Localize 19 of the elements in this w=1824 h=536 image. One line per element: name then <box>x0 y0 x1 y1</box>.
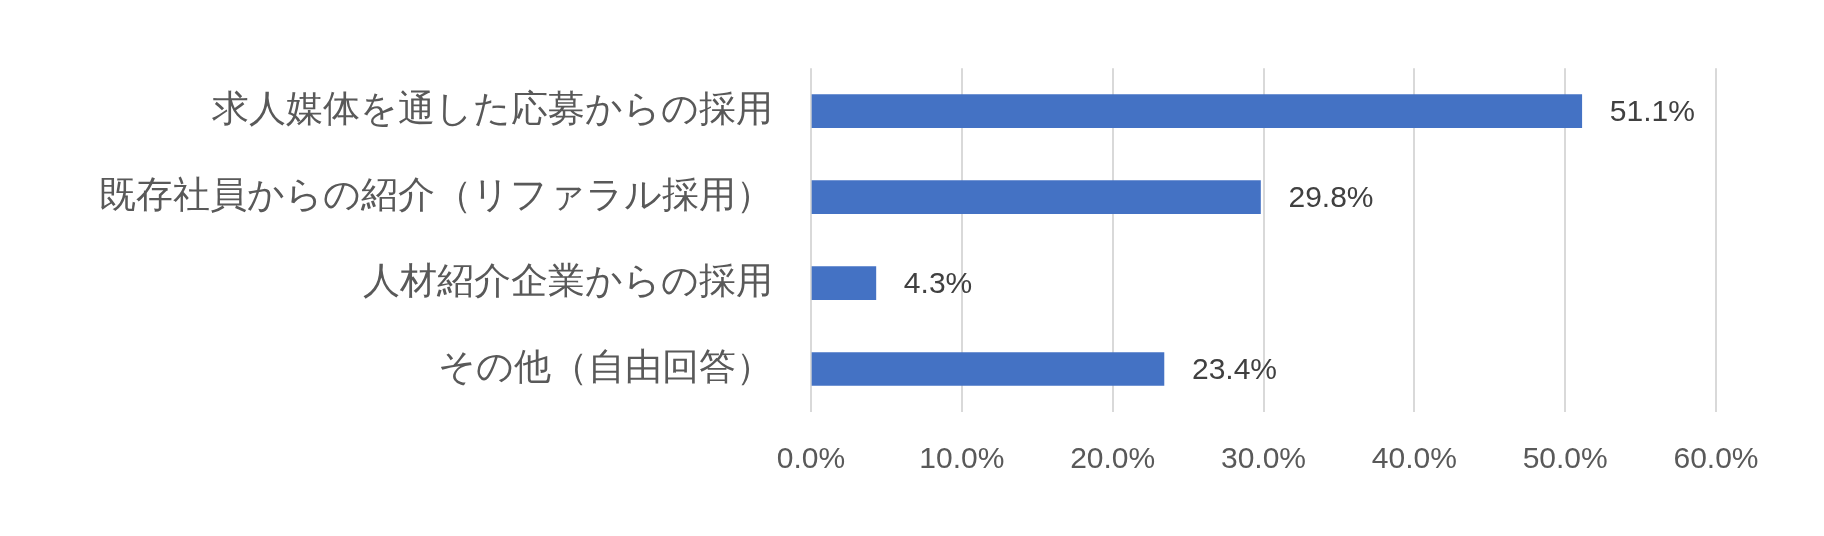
bar <box>811 352 1165 386</box>
x-tick-label: 40.0% <box>1371 441 1457 475</box>
x-tick-label: 60.0% <box>1673 441 1759 475</box>
x-tick-label: 30.0% <box>1220 441 1307 475</box>
y-tick-label: 人材紹介企業からの採用 <box>363 258 773 302</box>
x-tick-label: 20.0% <box>1070 441 1156 475</box>
y-tick-label: 既存社員からの紹介（リファラル採用） <box>99 172 773 216</box>
data-label: 29.8% <box>1288 180 1374 214</box>
data-label: 23.4% <box>1191 352 1278 386</box>
x-tick-label: 0.0% <box>776 441 846 475</box>
y-tick-label: その他（自由回答） <box>438 344 773 388</box>
y-tick-label: 求人媒体を通した応募からの採用 <box>212 86 773 130</box>
x-tick-label: 50.0% <box>1522 441 1608 475</box>
data-label: 51.1% <box>1609 94 1695 128</box>
bar <box>811 94 1583 129</box>
data-label: 4.3% <box>903 266 973 300</box>
x-tick-label: 10.0% <box>919 441 1005 475</box>
bar <box>811 180 1261 214</box>
bar <box>811 266 877 300</box>
